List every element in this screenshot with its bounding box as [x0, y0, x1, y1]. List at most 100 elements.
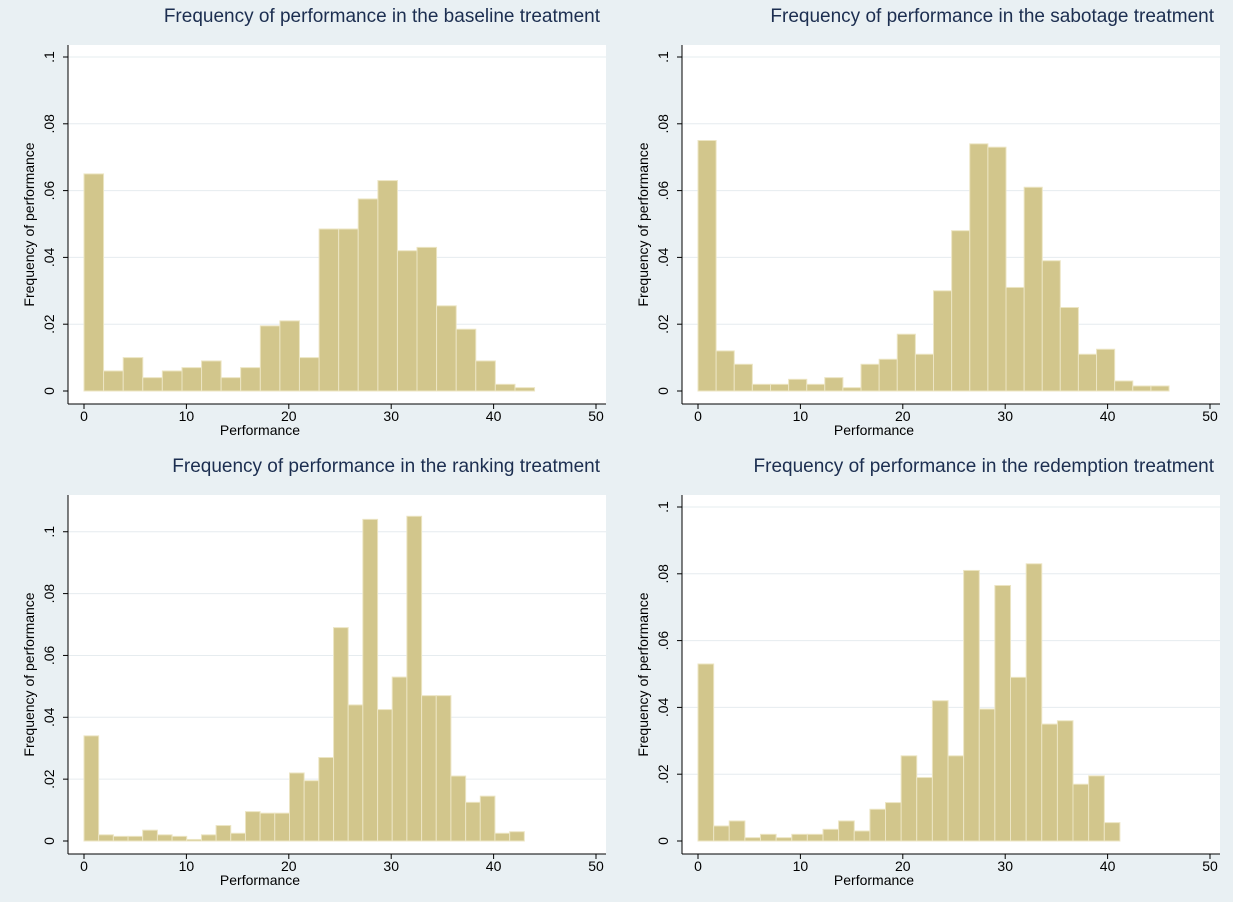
x-tick-label: 50: [1202, 858, 1218, 874]
y-axis-label: Frequency of performance: [635, 142, 651, 306]
x-axis-label: Performance: [834, 422, 914, 438]
bar: [715, 350, 735, 392]
bar: [933, 290, 953, 392]
bar: [362, 518, 379, 842]
bar: [416, 246, 438, 392]
bar: [822, 828, 840, 842]
y-tick-label: .02: [41, 769, 57, 789]
bar: [791, 833, 808, 842]
bar: [1023, 186, 1043, 392]
bar: [697, 140, 717, 392]
bar: [377, 709, 393, 842]
x-tick-label: 30: [383, 858, 399, 874]
x-tick-label: 20: [281, 408, 297, 424]
bar: [728, 820, 746, 842]
bar: [112, 835, 129, 842]
bar: [259, 812, 276, 842]
x-tick-label: 40: [486, 858, 502, 874]
y-tick-label: .1: [41, 51, 57, 63]
bar: [215, 825, 232, 842]
bar: [396, 250, 418, 392]
y-tick-label: 0: [655, 837, 671, 845]
bar: [806, 833, 824, 842]
x-tick-label: 20: [895, 408, 911, 424]
x-tick-label: 40: [1100, 408, 1116, 424]
y-tick-label: .08: [41, 584, 57, 604]
bar: [1041, 260, 1061, 392]
bar: [200, 834, 217, 842]
x-tick-label: 50: [1202, 408, 1218, 424]
bar: [860, 363, 880, 392]
bar: [838, 820, 855, 842]
bar: [1077, 353, 1098, 392]
bar: [181, 367, 203, 392]
bar: [1059, 307, 1079, 392]
y-tick-label: 0: [41, 837, 57, 845]
bar: [274, 812, 291, 842]
bar: [969, 143, 989, 392]
x-axis-label: Performance: [220, 872, 300, 888]
x-tick-label: 20: [281, 858, 297, 874]
bar: [98, 834, 114, 842]
y-tick-label: .08: [655, 564, 671, 584]
bar: [1005, 286, 1025, 392]
panel: Frequency of performance in the sabotage…: [614, 0, 1233, 452]
chart-title: Frequency of performance in the redempti…: [754, 456, 1215, 477]
bar: [987, 146, 1007, 392]
y-tick-label: .04: [655, 247, 671, 267]
bar: [1056, 720, 1074, 842]
bar: [1072, 783, 1090, 842]
bar: [465, 801, 481, 842]
y-tick-label: .04: [655, 697, 671, 717]
bar: [406, 515, 423, 842]
bar: [230, 832, 246, 842]
y-tick-label: 0: [655, 387, 671, 395]
bar: [298, 357, 320, 392]
bar: [759, 833, 777, 842]
y-tick-label: .04: [41, 707, 57, 727]
y-tick-label: .1: [655, 51, 671, 63]
bar: [963, 569, 980, 842]
bar: [994, 584, 1012, 842]
panel: Frequency of performance in the redempti…: [614, 450, 1233, 902]
bar: [509, 831, 525, 842]
x-axis-label: Performance: [220, 422, 300, 438]
y-tick-label: .06: [41, 646, 57, 666]
bar: [333, 627, 349, 842]
bar: [697, 663, 715, 842]
bar: [338, 228, 359, 392]
bar: [186, 838, 202, 842]
x-tick-label: 40: [1100, 858, 1116, 874]
y-tick-label: .08: [655, 114, 671, 134]
bar: [824, 377, 844, 392]
y-tick-label: .06: [655, 181, 671, 201]
bar: [289, 772, 305, 842]
x-tick-label: 50: [588, 858, 604, 874]
x-tick-label: 0: [694, 408, 702, 424]
x-axis-label: Performance: [834, 872, 914, 888]
bar: [142, 829, 158, 842]
bar: [156, 834, 173, 842]
bar: [391, 676, 408, 842]
y-tick-label: .02: [655, 764, 671, 784]
bar: [83, 735, 100, 842]
y-tick-label: .08: [41, 114, 57, 134]
x-tick-label: 10: [793, 858, 809, 874]
x-tick-label: 30: [997, 408, 1013, 424]
bar: [733, 363, 753, 392]
bar: [1096, 348, 1116, 392]
bar: [220, 377, 242, 392]
bar: [1041, 723, 1058, 842]
y-axis-label: Frequency of performance: [21, 592, 37, 756]
bar: [713, 825, 730, 842]
bar: [494, 383, 516, 392]
x-tick-label: 10: [179, 408, 195, 424]
y-tick-label: .1: [655, 501, 671, 513]
x-tick-label: 0: [80, 408, 88, 424]
bar: [978, 708, 996, 842]
bar: [142, 377, 163, 392]
panel: Frequency of performance in the baseline…: [0, 0, 619, 452]
bar: [244, 811, 261, 842]
bar: [303, 780, 320, 842]
